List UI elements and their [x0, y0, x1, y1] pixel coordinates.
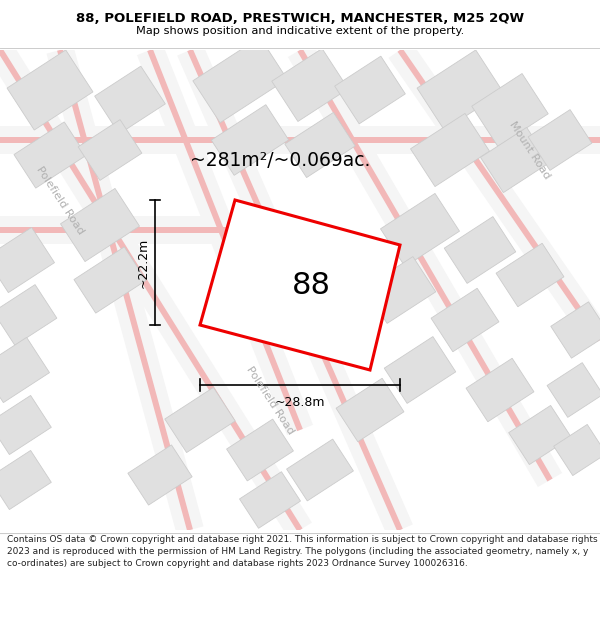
Polygon shape [285, 112, 355, 178]
Polygon shape [57, 49, 193, 531]
Text: Polefield Road: Polefield Road [244, 364, 296, 436]
Polygon shape [431, 288, 499, 352]
Polygon shape [0, 396, 52, 454]
Polygon shape [0, 126, 600, 154]
Polygon shape [239, 472, 301, 528]
Polygon shape [398, 48, 600, 342]
Text: Mount Road: Mount Road [508, 119, 553, 181]
Polygon shape [0, 216, 300, 244]
Polygon shape [61, 188, 140, 262]
Polygon shape [388, 42, 600, 348]
Polygon shape [528, 109, 592, 171]
Polygon shape [0, 228, 55, 292]
Text: 88: 88 [292, 271, 331, 299]
Polygon shape [554, 424, 600, 476]
Polygon shape [417, 50, 503, 130]
Polygon shape [547, 362, 600, 418]
Polygon shape [211, 104, 289, 176]
Polygon shape [336, 378, 404, 442]
Text: ~28.8m: ~28.8m [275, 396, 325, 409]
Text: Contains OS data © Crown copyright and database right 2021. This information is : Contains OS data © Crown copyright and d… [7, 535, 598, 568]
Polygon shape [287, 439, 353, 501]
Text: Polefield Road: Polefield Road [34, 164, 86, 236]
Polygon shape [481, 127, 550, 192]
Polygon shape [298, 49, 553, 481]
Text: ~22.2m: ~22.2m [137, 238, 149, 288]
Text: 88, POLEFIELD ROAD, PRESTWICH, MANCHESTER, M25 2QW: 88, POLEFIELD ROAD, PRESTWICH, MANCHESTE… [76, 12, 524, 25]
Polygon shape [0, 338, 50, 402]
Polygon shape [509, 406, 571, 464]
Polygon shape [227, 419, 293, 481]
Polygon shape [165, 388, 235, 452]
Text: ~281m²/~0.069ac.: ~281m²/~0.069ac. [190, 151, 370, 169]
Polygon shape [177, 44, 413, 536]
Polygon shape [14, 122, 86, 188]
Polygon shape [410, 113, 490, 187]
Polygon shape [0, 48, 302, 532]
Polygon shape [187, 49, 403, 531]
Polygon shape [0, 451, 52, 509]
Polygon shape [444, 217, 516, 283]
Polygon shape [78, 119, 142, 181]
Polygon shape [200, 200, 400, 370]
Polygon shape [466, 358, 534, 422]
Polygon shape [380, 193, 460, 267]
Polygon shape [7, 50, 93, 130]
Polygon shape [551, 302, 600, 358]
Polygon shape [288, 43, 562, 487]
Text: Map shows position and indicative extent of the property.: Map shows position and indicative extent… [136, 26, 464, 36]
Polygon shape [95, 66, 166, 134]
Polygon shape [137, 45, 313, 435]
Polygon shape [128, 445, 192, 505]
Polygon shape [147, 49, 303, 431]
Polygon shape [335, 56, 406, 124]
Polygon shape [46, 46, 203, 534]
Polygon shape [0, 137, 600, 143]
Polygon shape [0, 42, 312, 538]
Polygon shape [0, 227, 300, 233]
Polygon shape [0, 284, 57, 346]
Polygon shape [193, 38, 287, 122]
Polygon shape [272, 49, 348, 121]
Polygon shape [472, 74, 548, 146]
Polygon shape [384, 337, 456, 403]
Polygon shape [496, 243, 564, 307]
Polygon shape [364, 257, 436, 323]
Polygon shape [74, 247, 146, 313]
